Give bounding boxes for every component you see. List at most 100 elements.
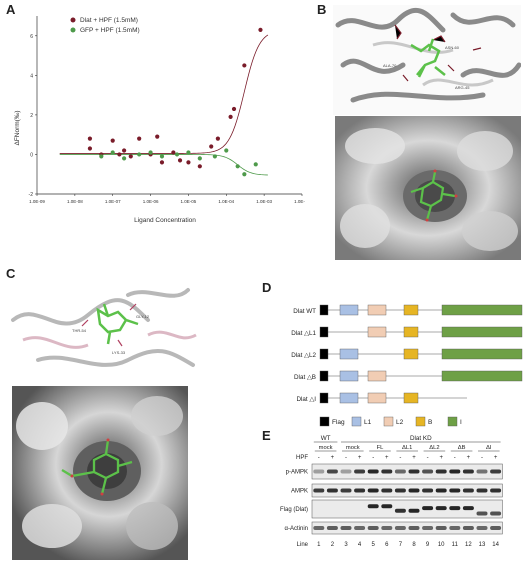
x-tick-label: 1.0E-09	[29, 199, 45, 204]
blot-band	[367, 526, 379, 530]
blot-band	[449, 526, 461, 530]
blot-strip	[311, 463, 503, 480]
lane-number: 14	[492, 542, 499, 548]
blot-band	[354, 526, 366, 530]
y-tick-label: 0	[30, 152, 33, 158]
condition-label: mock	[319, 445, 333, 451]
condition-label: ΔB	[458, 445, 466, 451]
hpf-state: +	[467, 455, 471, 461]
fit-curve-dlat	[59, 34, 269, 154]
data-point-dlat	[186, 160, 191, 165]
blot-band	[313, 488, 325, 493]
binding-curve-chart: Dlat + HPF (1.5mM) GFP + HPF (1.5mM) ΔFN…	[14, 16, 305, 224]
data-point-dlat	[87, 136, 93, 141]
blot-band	[340, 488, 352, 493]
lane-number: 3	[344, 542, 348, 548]
domain-l1	[339, 370, 359, 382]
data-point-gfp	[110, 150, 115, 155]
blot-band	[326, 526, 338, 530]
blot-band	[462, 526, 474, 530]
data-point-dlat	[197, 164, 202, 169]
ribbon-structure-b: ALA-70 ASN-60 ARG-45	[333, 5, 521, 115]
lane-number: 12	[465, 542, 472, 548]
data-point-gfp	[137, 152, 142, 157]
group-label-kd: Dlat KD	[410, 435, 432, 442]
blot-band	[340, 469, 352, 474]
construct-label: Dlat △I	[296, 396, 316, 403]
data-point-gfp	[148, 150, 153, 155]
condition-label: ΔL2	[429, 445, 439, 451]
blot-band	[340, 526, 352, 530]
domain-flag	[319, 370, 329, 382]
legend-marker-dlat	[70, 17, 76, 23]
data-point-dlat	[155, 134, 160, 139]
data-point-dlat	[117, 152, 122, 157]
panel-label-d: D	[262, 280, 272, 295]
blot-band	[408, 469, 420, 474]
hpf-state: +	[358, 455, 362, 461]
hpf-state: -	[454, 455, 456, 461]
domain-l2	[367, 392, 387, 404]
x-tick-label: 1.0E-03	[256, 199, 272, 204]
hpf-label: HPF	[296, 455, 308, 461]
blot-band	[326, 469, 338, 474]
legend-swatch-i	[447, 416, 458, 427]
blot-row-label: Flag (Dlat)	[280, 507, 308, 513]
y-tick-label: 2	[30, 113, 33, 119]
blot-band	[408, 488, 420, 493]
y-tick-label: -2	[29, 192, 34, 198]
domain-b	[403, 326, 419, 338]
legend-swatch-b	[415, 416, 426, 427]
blot-band	[490, 488, 502, 493]
construct-diagram: Dlat WT Dlat △L1 Dlat △L2 Dlat △B Dlat △I Fla…	[262, 292, 524, 432]
hpf-state: +	[412, 455, 416, 461]
blot-band	[435, 526, 447, 530]
group-label-wt: WT	[321, 435, 331, 442]
data-point-gfp	[159, 154, 165, 159]
data-point-gfp	[122, 156, 127, 161]
data-point-gfp	[197, 156, 202, 161]
hpf-state: +	[494, 455, 498, 461]
ribbon-structure-c: THR-54 GLY-12 LYS-33	[8, 280, 198, 382]
data-point-gfp	[235, 164, 240, 169]
blot-band	[476, 526, 488, 530]
data-point-gfp	[224, 148, 229, 153]
blot-band	[490, 469, 502, 474]
domain-l2	[367, 304, 387, 316]
hpf-state: +	[331, 455, 335, 461]
construct-label: Dlat △L1	[291, 330, 316, 337]
legend-label: L1	[364, 419, 372, 426]
domain-l2	[367, 326, 387, 338]
domain-flag	[319, 304, 329, 316]
construct-label: Dlat △B	[294, 374, 316, 381]
domain-i	[441, 304, 523, 316]
data-point-dlat	[209, 144, 214, 149]
data-point-dlat	[258, 27, 263, 32]
hpf-state: +	[439, 455, 443, 461]
y-tick-label: 4	[30, 73, 33, 79]
data-point-dlat	[137, 136, 142, 141]
blot-strip	[311, 499, 503, 519]
domain-i	[441, 370, 523, 382]
blot-band	[354, 488, 366, 493]
data-point-dlat	[228, 114, 233, 119]
blot-band	[394, 488, 406, 493]
residue-label-c1: THR-54	[72, 328, 87, 333]
blot-band	[367, 488, 379, 493]
blot-band	[462, 506, 474, 511]
residue-label-b2: ASN-60	[445, 45, 460, 50]
data-point-dlat	[231, 106, 237, 112]
blot-band	[381, 469, 393, 474]
residue-label-c2: GLY-12	[136, 314, 150, 319]
blot-band	[381, 526, 393, 530]
blot-band	[354, 469, 366, 474]
blot-band	[313, 526, 325, 530]
blot-band	[394, 469, 406, 474]
blot-band	[435, 506, 447, 511]
blot-band	[313, 469, 325, 474]
domain-l2	[367, 370, 387, 382]
legend-swatch-l1	[351, 416, 362, 427]
panel-label-a: A	[6, 2, 16, 17]
data-point-dlat	[110, 138, 115, 143]
domain-i	[441, 326, 523, 338]
